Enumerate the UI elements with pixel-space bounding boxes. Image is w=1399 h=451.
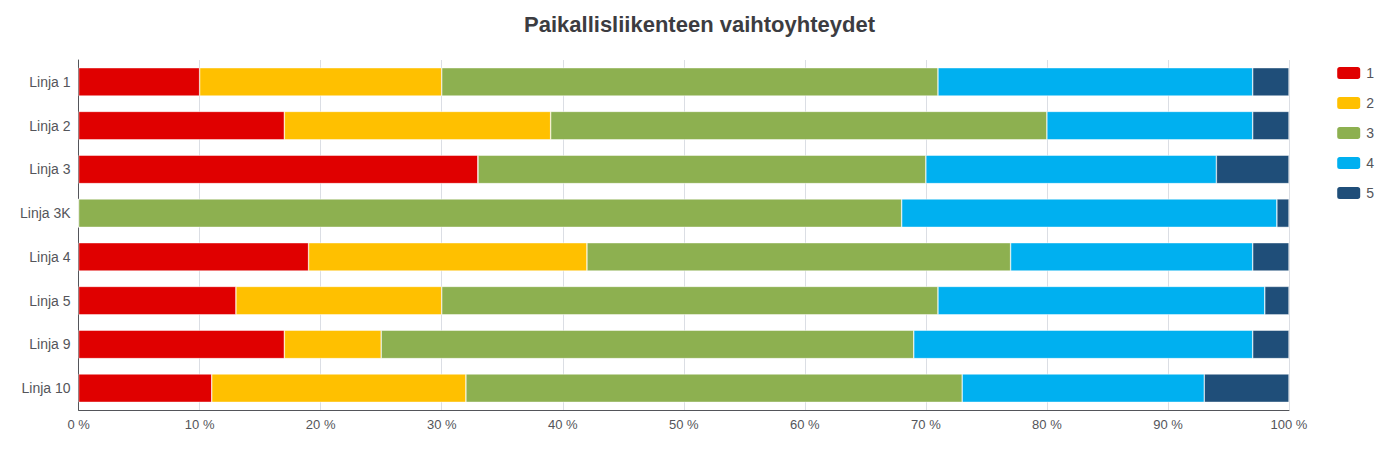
svg-text:4: 4 [1366,155,1374,171]
svg-text:Paikallisliikenteen vaihtoyhte: Paikallisliikenteen vaihtoyhteydet [524,12,876,37]
svg-text:Linja 10: Linja 10 [22,380,71,396]
svg-text:3: 3 [1366,125,1374,141]
svg-text:30 %: 30 % [427,417,457,432]
svg-text:60 %: 60 % [790,417,820,432]
svg-text:10 %: 10 % [185,417,215,432]
svg-text:Linja 5: Linja 5 [29,293,70,309]
svg-text:Linja 3: Linja 3 [29,161,70,177]
svg-text:100 %: 100 % [1271,417,1308,432]
svg-text:90 %: 90 % [1153,417,1183,432]
svg-text:0 %: 0 % [67,417,90,432]
svg-text:Linja 4: Linja 4 [29,249,70,265]
svg-text:2: 2 [1366,95,1374,111]
svg-text:Linja 2: Linja 2 [29,118,70,134]
svg-text:Linja 1: Linja 1 [29,74,70,90]
svg-text:Linja 3K: Linja 3K [20,205,71,221]
svg-text:1: 1 [1366,65,1374,81]
svg-text:40 %: 40 % [548,417,578,432]
svg-text:50 %: 50 % [669,417,699,432]
svg-text:Linja 9: Linja 9 [29,336,70,352]
svg-text:20 %: 20 % [306,417,336,432]
svg-text:80 %: 80 % [1032,417,1062,432]
svg-text:70 %: 70 % [911,417,941,432]
svg-text:5: 5 [1366,185,1374,201]
